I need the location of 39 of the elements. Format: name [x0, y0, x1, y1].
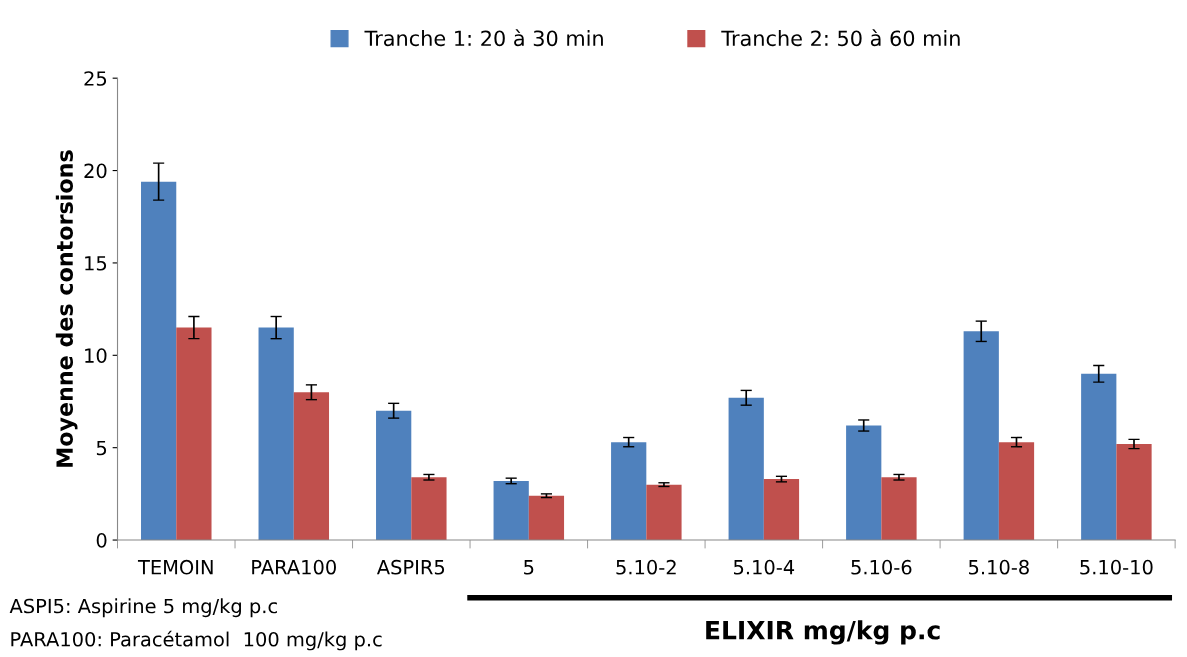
bar	[846, 425, 882, 541]
bar	[963, 331, 999, 541]
bar	[293, 392, 330, 541]
bar	[376, 410, 412, 541]
x-tick-label: 5.10-2	[616, 559, 676, 575]
text: PARA100: Paracétamol 100 mg/kg p.c	[11, 630, 382, 651]
x-tick-label: TEMOIN	[137, 559, 213, 575]
bar	[258, 327, 294, 541]
x-tick-label: ASPIR5	[376, 559, 445, 575]
bar	[728, 397, 764, 541]
text: ASPI5: Aspirine 5 mg/kg p.c	[9, 598, 277, 618]
y-tick-label: 10	[85, 348, 107, 363]
bar	[411, 477, 447, 541]
bar	[763, 479, 800, 541]
bar	[1116, 443, 1152, 541]
bar	[611, 442, 647, 541]
x-tick-label: 5.10-6	[851, 559, 912, 575]
bar	[176, 327, 212, 541]
bar	[141, 181, 177, 541]
y-tick-label: 25	[84, 71, 107, 86]
bar	[998, 442, 1035, 541]
legend-label: Tranche 2: 50 à 60 min	[721, 29, 960, 47]
x-tick-label: 5.10-10	[1080, 559, 1153, 575]
y-tick-label: 5	[96, 440, 107, 456]
bar	[1081, 373, 1117, 541]
legend-label: Tranche 1: 20 à 30 min	[364, 29, 603, 47]
bar	[646, 484, 682, 541]
x-tick-label: 5.10-4	[733, 559, 795, 575]
y-tick-label: 0	[96, 533, 107, 548]
x-tick-label: 5	[524, 560, 534, 575]
y-tick-label: 15	[85, 256, 107, 271]
x-tick-label: PARA100	[252, 559, 336, 575]
text: ELIXIR mg/kg p.c	[706, 620, 940, 645]
y-axis-title: Moyenne des contorsions	[55, 150, 78, 467]
bar	[493, 480, 529, 541]
x-tick-label: 5.10-8	[969, 559, 1029, 575]
bar	[881, 477, 917, 541]
bar	[528, 495, 565, 541]
y-tick-label: 20	[84, 163, 107, 179]
